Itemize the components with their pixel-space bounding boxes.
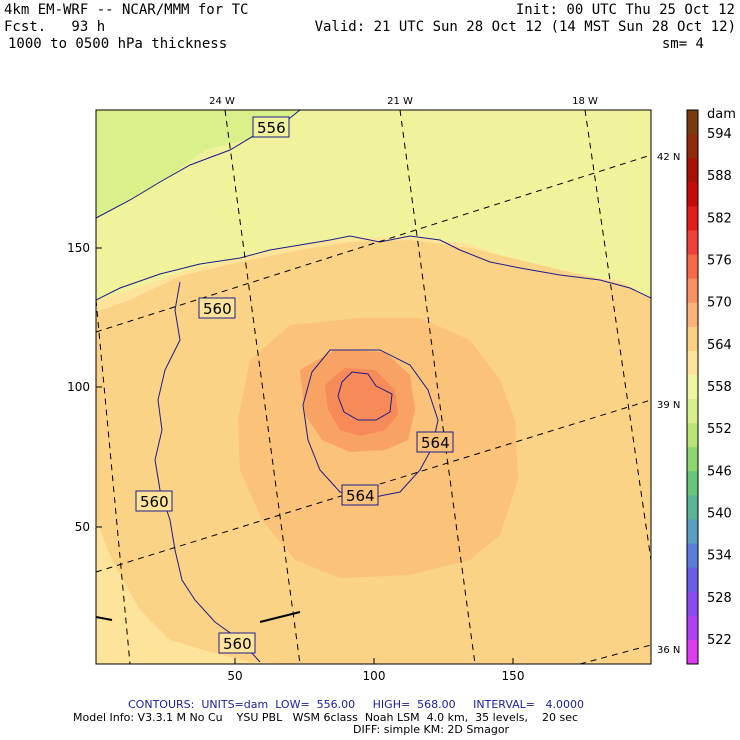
legend-swatch xyxy=(687,374,698,400)
x-tick-label: 100 xyxy=(363,669,386,683)
x-tick-marks xyxy=(234,658,514,664)
legend-frame xyxy=(686,109,699,665)
parallel-36n xyxy=(579,644,651,664)
legend-level-label: 546 xyxy=(707,464,732,479)
legend-swatch xyxy=(687,543,698,569)
legend-level-label: 528 xyxy=(707,591,732,606)
legend-swatch xyxy=(687,495,698,520)
contour-label: 560 xyxy=(223,635,252,653)
legend-swatch xyxy=(687,206,698,231)
model-info-diff: DIFF: simple KM: 2D Smagor xyxy=(353,723,510,736)
thickness-contours xyxy=(96,110,651,663)
contour-label: 556 xyxy=(257,119,286,137)
contour-label: 560 xyxy=(203,300,232,318)
contour-560 xyxy=(96,235,651,301)
contour-560-west xyxy=(154,281,261,663)
legend-swatch xyxy=(687,254,698,280)
valid-time: Valid: 21 UTC Sun 28 Oct 12 (14 MST Sun … xyxy=(314,19,736,35)
y-tick-label: 100 xyxy=(67,380,90,394)
contour-label-box: 564 xyxy=(416,431,454,453)
longitude-label: 18 W xyxy=(572,96,598,107)
legend-swatch xyxy=(687,519,698,545)
fill-552-region xyxy=(96,110,300,218)
legend-swatch xyxy=(687,447,698,472)
contour-568 xyxy=(337,371,393,421)
parallel-42n xyxy=(96,154,651,333)
meridian-18w xyxy=(584,110,651,561)
legend-level-label: 522 xyxy=(707,633,732,648)
contour-label-box: 560 xyxy=(198,297,236,319)
coastline-segment xyxy=(96,616,113,621)
smoothing-label: sm= 4 xyxy=(661,36,704,52)
legend-swatch xyxy=(687,302,698,328)
contour-label-box: 564 xyxy=(341,484,379,506)
meridian-21w xyxy=(399,110,476,664)
legend-swatch xyxy=(687,639,698,665)
legend-level-label: 534 xyxy=(707,549,732,564)
longitude-label: 24 W xyxy=(209,96,235,107)
legend-unit: dam xyxy=(707,107,736,122)
legend-swatch xyxy=(687,615,698,641)
legend-swatch xyxy=(687,230,698,256)
legend-swatch xyxy=(687,350,698,376)
init-time: Init: 00 UTC Thu 25 Oct 12 xyxy=(515,2,735,18)
color-legend: 594 588 582 576 570 564 558 552 546 540 534 528 522 xyxy=(686,109,732,665)
latitude-label: 36 N xyxy=(657,645,680,656)
legend-swatch xyxy=(687,110,698,135)
contour-info: CONTOURS: UNITS=dam LOW= 556.00 HIGH= 56… xyxy=(128,698,584,711)
legend-level-label: 588 xyxy=(707,169,732,184)
legend-swatch xyxy=(687,278,698,304)
contour-label-box: 556 xyxy=(252,116,290,138)
contour-label-box: 560 xyxy=(218,632,256,654)
legend-level-label: 570 xyxy=(707,296,732,311)
contour-564 xyxy=(302,349,439,499)
y-tick-label: 50 xyxy=(75,520,90,534)
meridian-27w xyxy=(96,299,131,664)
y-tick-marks xyxy=(96,247,102,528)
field-name: 1000 to 0500 hPa thickness xyxy=(8,36,228,52)
coastline-segment xyxy=(259,611,301,623)
y-tick-label: 150 xyxy=(67,241,90,255)
legend-level-label: 558 xyxy=(707,380,732,395)
contour-label: 560 xyxy=(140,493,169,511)
longitude-label: 21 W xyxy=(387,96,413,107)
map-plot-area: 556 560 560 560 564 564 xyxy=(96,110,651,664)
model-info: Model Info: V3.3.1 M No Cu YSU PBL WSM 6… xyxy=(73,711,579,724)
latitude-label: 42 N xyxy=(657,152,680,163)
legend-level-label: 540 xyxy=(707,506,732,521)
model-title: 4km EM-WRF -- NCAR/MMM for TC xyxy=(4,2,249,18)
legend-swatch xyxy=(687,326,698,352)
latitude-label: 39 N xyxy=(657,400,680,411)
contour-label: 564 xyxy=(346,487,375,505)
legend-level-label: 552 xyxy=(707,422,732,437)
meridian-24w xyxy=(224,110,301,664)
legend-swatch xyxy=(687,567,698,593)
legend-swatch xyxy=(687,423,698,448)
legend-swatch xyxy=(687,471,698,496)
legend-swatch xyxy=(687,399,698,424)
legend-level-label: 594 xyxy=(707,127,732,142)
contour-label-box: 560 xyxy=(135,490,173,512)
x-tick-label: 50 xyxy=(227,669,242,683)
legend-level-label: 582 xyxy=(707,211,732,226)
legend-swatch xyxy=(687,591,698,617)
forecast-hour: Fcst. 93 h xyxy=(4,19,106,35)
fill-570-region xyxy=(325,368,398,436)
legend-swatch xyxy=(687,158,698,183)
contour-label: 564 xyxy=(421,434,450,452)
legend-level-label: 576 xyxy=(707,254,732,269)
legend-level-label: 564 xyxy=(707,338,732,353)
legend-swatch xyxy=(687,134,698,159)
x-tick-label: 150 xyxy=(502,669,525,683)
legend-swatch xyxy=(687,182,698,207)
